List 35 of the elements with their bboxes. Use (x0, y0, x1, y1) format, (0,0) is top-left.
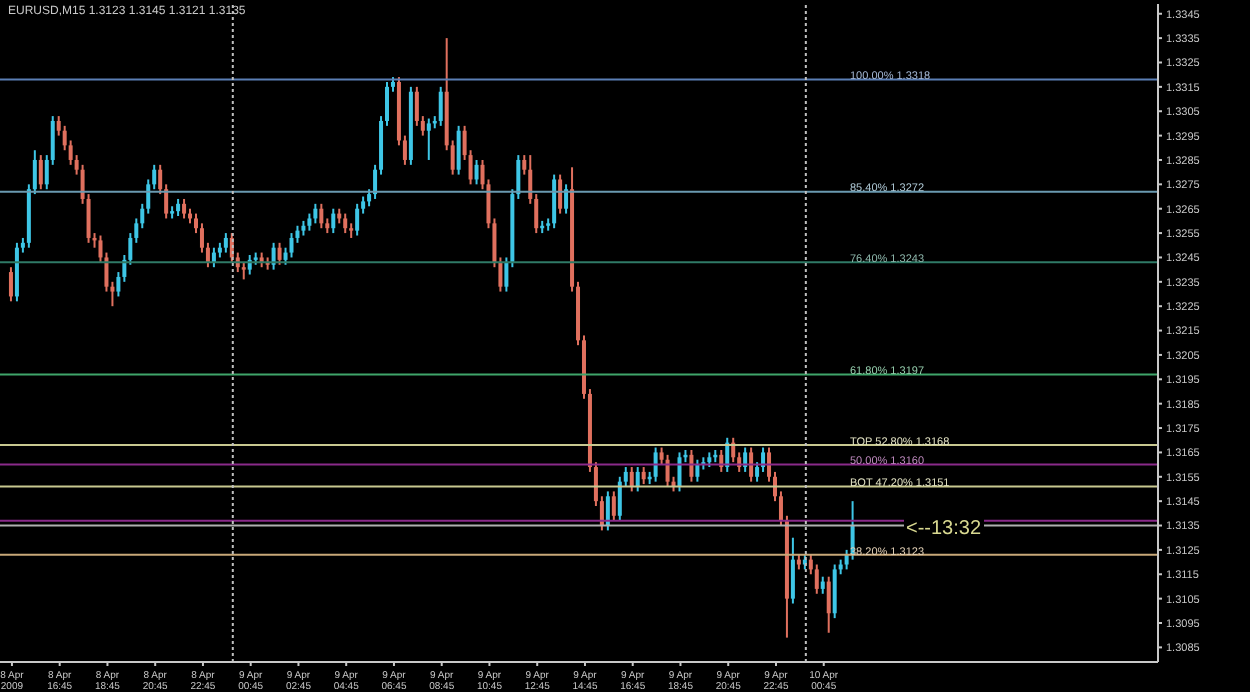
candlestick (677, 451, 682, 493)
candlestick (617, 475, 622, 522)
candlestick (277, 241, 282, 266)
candlestick (665, 453, 670, 488)
candlestick (826, 575, 831, 634)
candlestick (653, 446, 658, 483)
candlestick (331, 207, 336, 235)
candlestick (629, 466, 634, 493)
candlestick (456, 124, 461, 176)
candlestick (438, 85, 443, 127)
candlestick (38, 154, 43, 191)
candlestick (289, 232, 294, 259)
candlestick (635, 466, 640, 493)
candlestick (814, 563, 819, 595)
candlestick (182, 197, 187, 220)
candlestick (474, 158, 479, 186)
candlestick (552, 173, 557, 230)
candlestick (605, 490, 610, 532)
candlestick (223, 232, 228, 254)
candlestick (564, 183, 569, 215)
annotation: <--13:32 (904, 518, 984, 540)
candlestick (790, 536, 795, 605)
candlestick (343, 212, 348, 235)
candlestick (611, 490, 616, 522)
candlestick (832, 563, 837, 620)
candlestick (689, 448, 694, 483)
candlestick (426, 117, 431, 161)
candlestick (743, 446, 748, 473)
candlestick (8, 266, 13, 303)
candlestick (749, 446, 754, 483)
candlestick (313, 202, 318, 225)
candlestick (355, 202, 360, 237)
candlestick (695, 458, 700, 483)
candlestick (319, 202, 324, 230)
candlestick (558, 173, 563, 215)
